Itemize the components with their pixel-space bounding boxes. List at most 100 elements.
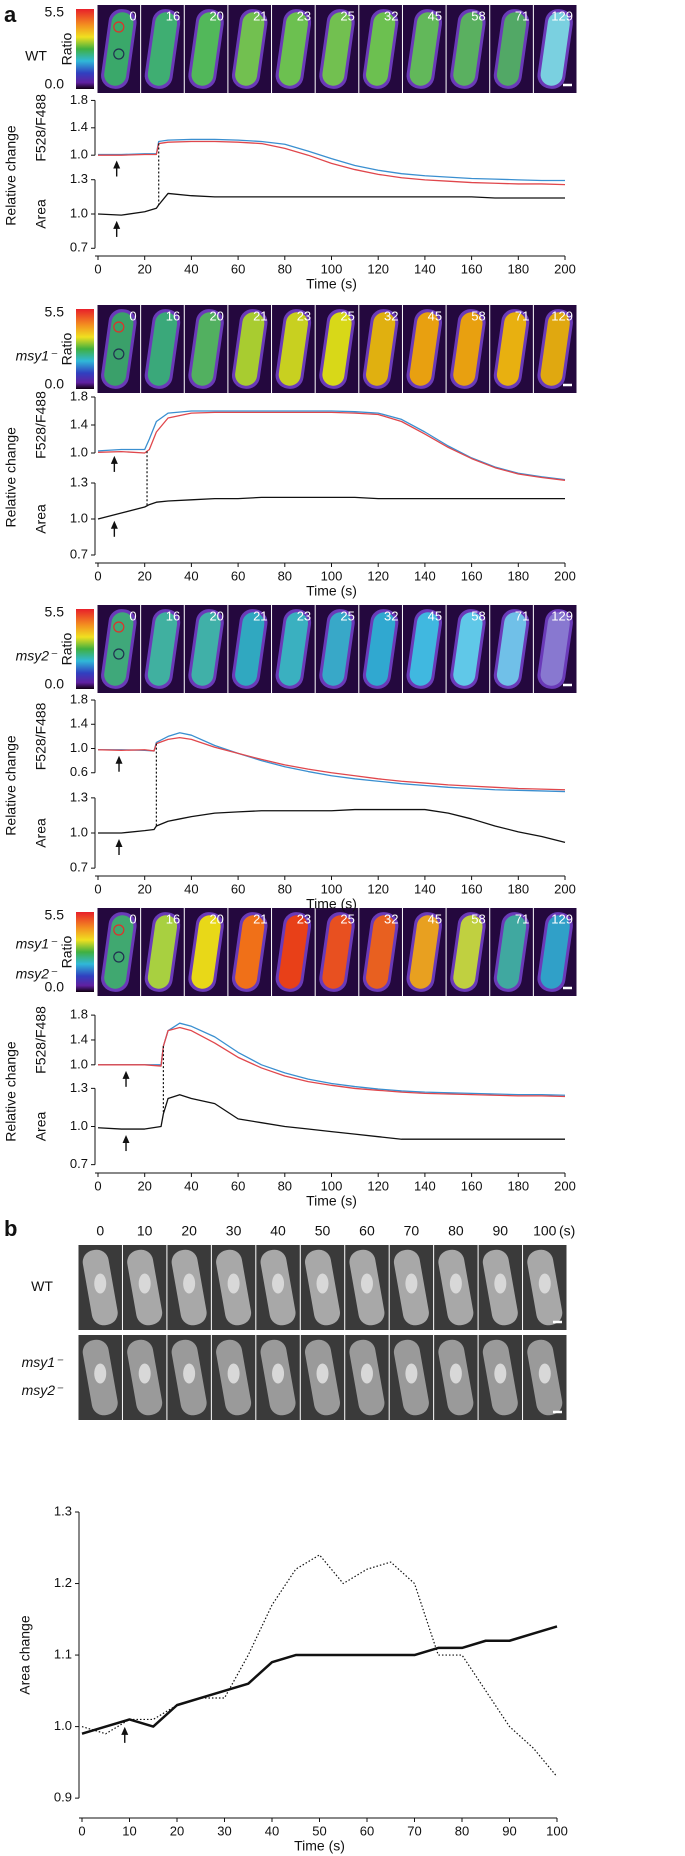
colorbar-tick-label: 5.5 (45, 604, 65, 620)
y-tick-label: 1.0 (70, 205, 88, 220)
frame-time: 20 (181, 1223, 197, 1239)
x-tick-label: 200 (554, 261, 576, 276)
x-tick-label: 140 (414, 881, 436, 896)
y-axis-label: F528/F488 (33, 702, 49, 770)
cell (278, 915, 308, 989)
series-line (98, 1026, 566, 1098)
x-tick-label: 60 (231, 1178, 245, 1193)
cell (322, 12, 352, 86)
x-tick-label: 20 (137, 261, 151, 276)
genotype-label: msy1⁻ (16, 936, 58, 952)
frame-time: 90 (493, 1223, 509, 1239)
colorbar-tick-label: 0.0 (45, 979, 65, 995)
y-tick-label: 0.7 (70, 860, 88, 875)
frame-label: 23 (297, 911, 311, 926)
cell (235, 915, 265, 989)
colorbar-tick-label: 5.5 (45, 304, 65, 320)
x-tick-label: 40 (184, 881, 198, 896)
x-tick-label: 120 (367, 1178, 389, 1193)
colorbar-tick-label: 5.5 (45, 4, 65, 20)
frame-label: 16 (166, 608, 180, 623)
y-tick-label: 1.3 (70, 789, 88, 804)
y-axis-label: Area (33, 199, 49, 229)
cell (147, 12, 178, 86)
frame-time: 40 (270, 1223, 286, 1239)
panel-label: b (4, 1216, 17, 1241)
cell-spot (405, 1273, 418, 1294)
frame-label: 23 (297, 608, 311, 623)
x-tick-label: 20 (137, 568, 151, 583)
x-tick-label: 100 (321, 881, 343, 896)
arrow-head (110, 455, 118, 464)
frame-label: 45 (428, 308, 442, 323)
y-tick-label: 1.3 (54, 1503, 72, 1518)
genotype-label: WT (25, 48, 47, 64)
cell-spot (316, 1273, 329, 1294)
cell (278, 312, 308, 386)
x-tick-label: 100 (546, 1823, 568, 1838)
frame-label: 0 (129, 608, 136, 623)
frame-label: 129 (551, 8, 573, 23)
colorbar-tick-label: 5.5 (45, 907, 65, 923)
frame-time: 60 (359, 1223, 375, 1239)
x-tick-label: 120 (367, 568, 389, 583)
cell (366, 915, 396, 989)
frame-label: 16 (166, 308, 180, 323)
frame-time: 10 (137, 1223, 153, 1239)
colorbar (76, 912, 94, 992)
x-tick-label: 160 (461, 261, 483, 276)
colorbar-label: Ratio (59, 632, 75, 665)
frame-label: 129 (551, 608, 573, 623)
cell-spot (183, 1363, 196, 1384)
frame-label: 32 (384, 608, 398, 623)
frame-label: 20 (209, 608, 223, 623)
frame-label: 25 (340, 608, 354, 623)
cell-spot (138, 1363, 151, 1384)
cell (235, 312, 265, 386)
series-line (97, 736, 566, 791)
x-tick-label: 200 (554, 881, 576, 896)
frame-label: 58 (471, 911, 485, 926)
frame-label: 21 (253, 8, 267, 23)
arrow-head (113, 220, 121, 229)
genotype-label: msy2⁻ (16, 648, 58, 664)
cell (322, 612, 352, 686)
cell (540, 12, 570, 86)
x-axis-label: Time (s) (306, 896, 357, 912)
cell (409, 915, 439, 989)
x-tick-label: 40 (265, 1823, 279, 1838)
colorbar-label: Ratio (59, 332, 75, 365)
y-axis-group-label: Relative change (3, 125, 19, 226)
x-tick-label: 80 (278, 261, 292, 276)
y-tick-label: 1.2 (54, 1575, 72, 1590)
series-line (97, 411, 566, 481)
cell (147, 612, 178, 686)
roi (113, 348, 125, 360)
cell (453, 612, 483, 686)
y-tick-label: 1.0 (70, 147, 88, 162)
cell (496, 312, 527, 386)
y-tick-label: 1.8 (70, 1007, 88, 1022)
y-axis-group-label: Relative change (3, 427, 19, 528)
x-tick-label: 30 (217, 1823, 231, 1838)
y-tick-label: 1.1 (54, 1646, 72, 1661)
x-tick-label: 70 (407, 1823, 421, 1838)
cell-spot (94, 1363, 107, 1384)
genotype-label: msy1⁻ (22, 1354, 64, 1370)
cell (322, 915, 352, 989)
cell (322, 312, 352, 386)
y-axis-label: F528/F488 (33, 1006, 49, 1074)
roi (113, 321, 125, 333)
frame-label: 71 (515, 308, 529, 323)
frame-label: 32 (384, 911, 398, 926)
frame-label: 0 (129, 8, 136, 23)
cell (540, 612, 570, 686)
y-tick-label: 1.0 (70, 1056, 88, 1071)
cell (496, 612, 527, 686)
y-tick-label: 0.6 (70, 764, 88, 779)
y-tick-label: 1.8 (70, 92, 88, 107)
y-tick-label: 0.9 (54, 1790, 72, 1805)
frame-label: 0 (129, 308, 136, 323)
cell-spot (538, 1363, 551, 1384)
y-tick-label: 1.4 (70, 416, 88, 431)
